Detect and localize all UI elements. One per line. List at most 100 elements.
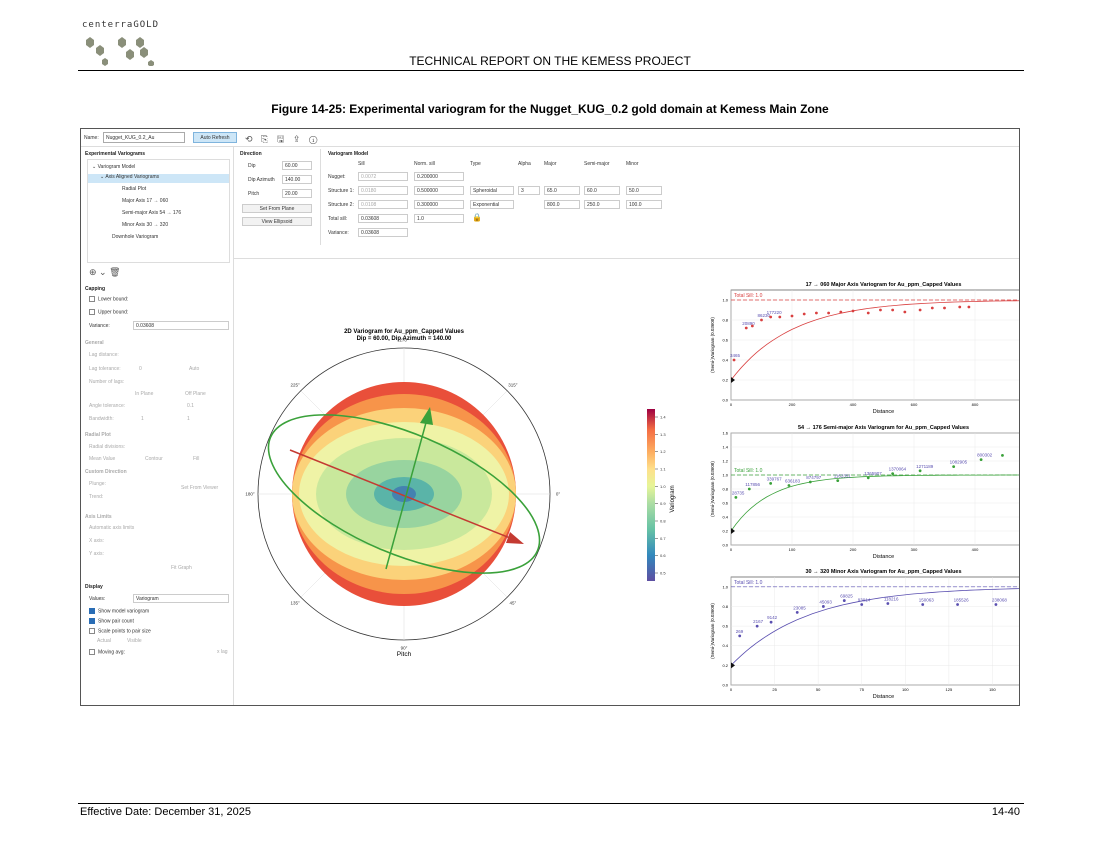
data-point [866,311,870,315]
bandwidth-label: Bandwidth: [89,416,114,422]
s2-major-field[interactable]: 800.0 [544,200,580,209]
s1-type-select[interactable]: Spheroidal [470,186,514,195]
values-select[interactable]: Variogram [133,594,229,603]
bandwidth-in-plane[interactable]: 1 [141,416,144,422]
y-tick-label: 0.6 [722,338,728,343]
scale-points-row[interactable]: Scale points to pair size [89,628,151,634]
y-tick-label: 0.2 [722,529,728,534]
dip-azimuth-field[interactable]: 140.00 [282,175,312,184]
mean-value-option[interactable]: Mean Value [89,456,116,462]
checkbox-icon [89,309,95,315]
view-ellipsoid-button[interactable]: View Ellipsoid [242,217,312,226]
data-point [918,308,922,312]
moving-avg-row[interactable]: Moving avg: [89,649,125,655]
set-from-plane-button[interactable]: Set From Plane [242,204,312,213]
radial-plot-title: Radial Plot [85,432,111,438]
tree-item-semi-major[interactable]: Semi-major Axis 54 → 176 [122,210,182,216]
s1-norm-field[interactable]: 0.500000 [414,186,464,195]
plots-svg: 2D Variogram for Au_ppm_Capped Values Di… [245,282,1019,700]
set-from-viewer-button[interactable]: Set From Viewer [181,485,219,491]
pair-count-label: 874797 [806,475,822,480]
variogram-toolbar: Name: Nugget_KUG_0.2_Au Auto Refresh ⟲ ⎘… [81,129,1019,147]
structure2-label: Structure 2: [328,202,354,208]
data-point [778,315,782,319]
sill-header[interactable]: Sill [358,161,365,167]
bandwidth-off-plane[interactable]: 1 [187,416,190,422]
tree-item-downhole[interactable]: Downhole Variogram [112,234,159,240]
tree-item-model[interactable]: ⌄ Variogram Model [92,164,136,170]
upper-bound-row[interactable]: Upper bound: [89,309,128,315]
sill-label: Total Sill: 1.0 [734,580,763,586]
pitch-label: Pitch [248,191,260,197]
actual-option[interactable]: Actual [97,638,111,644]
header-title: TECHNICAL REPORT ON THE KEMESS PROJECT [409,54,691,68]
fill-option[interactable]: Fill [193,456,200,462]
total-sill-field[interactable]: 0.03608 [358,214,408,223]
colorbar-tick-label: 0.7 [660,536,666,541]
norm-sill-header[interactable]: Norm. sill [414,161,435,167]
lag-tolerance-value[interactable]: 0 [139,366,142,372]
x-tick-label: 100 [902,687,909,692]
data-point [891,472,895,475]
data-point [886,602,890,605]
total-norm-field[interactable]: 1.0 [414,214,464,223]
y-axis-label: (Semi-)Variogram (0.03608) [710,603,715,659]
tree-item-major[interactable]: Major Axis 17 → 060 [122,198,169,204]
add-remove-icons[interactable]: ⊕ ⌄ 🗑 [89,267,121,277]
show-pair-row[interactable]: Show pair count [89,618,134,624]
pair-count-label: 118216 [884,597,899,602]
auto-refresh-button[interactable]: Auto Refresh [193,132,237,143]
chart-title: 54 → 176 Semi-major Axis Variogram for A… [798,425,969,431]
pair-count-label: 339767 [767,476,783,481]
pair-count-label: 45093 [819,599,832,604]
name-input[interactable]: Nugget_KUG_0.2_Au [103,132,185,143]
s1-minor-field[interactable]: 50.0 [626,186,662,195]
pitch-field[interactable]: 20.00 [282,189,312,198]
s1-semi-field[interactable]: 60.0 [584,186,620,195]
show-model-row[interactable]: Show model variogram [89,608,149,614]
tree-item-axis-aligned[interactable]: ⌄ Axis Aligned Variograms [88,174,229,183]
nugget-marker [731,662,735,669]
s2-sill-field[interactable]: 0.0108 [358,200,408,209]
visible-option[interactable]: Visible [127,638,142,644]
x-tick-label: 300 [911,547,918,552]
colorbar-ticks: 0.5 0.6 0.7 0.8 0.9 1.0 1.1 1.2 1.3 1.4 [655,415,666,576]
tree-item-minor[interactable]: Minor Axis 30 → 320 [122,222,169,228]
auto-lag-option[interactable]: Auto [189,366,200,372]
y-tick-label: 0.0 [722,398,728,403]
s2-semi-field[interactable]: 250.0 [584,200,620,209]
data-point [795,610,799,614]
x-tick-label: 600 [911,402,918,407]
s2-minor-field[interactable]: 100.0 [626,200,662,209]
nugget-norm-field[interactable]: 0.200000 [414,172,464,181]
pair-count-label: 20890 [742,321,755,326]
colorbar-tick-label: 1.4 [660,415,666,420]
colorbar-tick-label: 0.6 [660,553,666,558]
chart-frame [730,576,1019,686]
data-point [769,482,773,485]
lower-bound-row[interactable]: Lower bound: [89,296,128,302]
angle-label: 135° [290,600,300,605]
angle-tolerance-value[interactable]: 0.1 [187,403,194,409]
toolbar-icons[interactable]: ⟲ ⎘ 🖫 ⇪ ⓘ [245,134,321,144]
variance-field[interactable]: 0.03608 [133,321,229,330]
dip-field[interactable]: 60.00 [282,161,312,170]
model-variance-field[interactable]: 0.03608 [358,228,408,237]
s1-alpha-field[interactable]: 3 [518,186,540,195]
data-point [815,311,818,315]
fit-graph-button[interactable]: Fit Graph [171,565,192,571]
s1-sill-field[interactable]: 0.0180 [358,186,408,195]
s1-major-field[interactable]: 65.0 [544,186,580,195]
nugget-sill-field[interactable]: 0.0072 [358,172,408,181]
contour-option[interactable]: Contour [145,456,163,462]
off-plane-header: Off Plane [185,391,206,397]
x-tick-label: 800 [972,402,979,407]
tree-item-radial[interactable]: Radial Plot [122,186,147,192]
major-axis-chart: 17 → 060 Major Axis Variogram for Au_ppm… [710,282,1019,415]
automatic-axis-limits-option[interactable]: Automatic axis limits [89,525,135,531]
lock-icon[interactable]: 🔒 [472,213,482,222]
s2-norm-field[interactable]: 0.300000 [414,200,464,209]
s2-type-select[interactable]: Exponential [470,200,514,209]
radial-heatmap [292,382,516,606]
